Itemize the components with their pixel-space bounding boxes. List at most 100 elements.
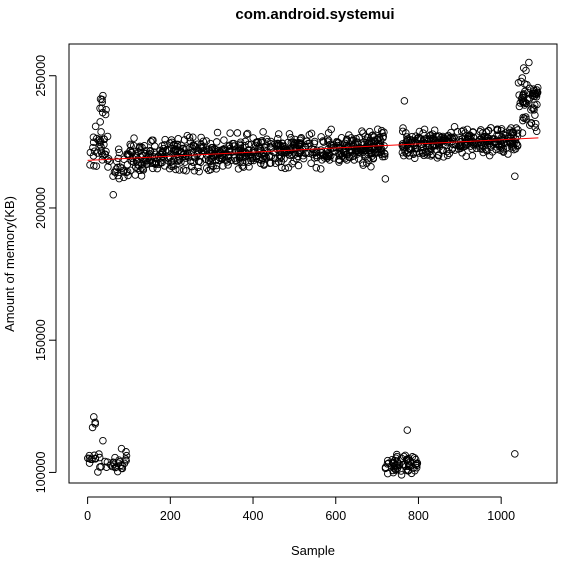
data-point	[520, 101, 529, 109]
data-point	[236, 138, 245, 146]
data-point	[118, 164, 126, 172]
data-point	[86, 161, 94, 169]
data-point	[291, 135, 299, 144]
trend-line	[87, 137, 539, 161]
data-point	[180, 136, 189, 144]
data-point	[122, 456, 130, 465]
data-point	[526, 94, 534, 102]
data-point	[234, 146, 243, 155]
data-point	[88, 423, 97, 432]
data-point	[461, 139, 469, 147]
data-point	[85, 454, 94, 463]
data-point	[190, 167, 199, 175]
data-point	[365, 156, 373, 165]
data-point	[467, 132, 475, 141]
data-point	[124, 171, 132, 180]
data-point	[101, 150, 109, 158]
data-point	[320, 154, 329, 162]
data-point	[172, 165, 180, 174]
data-point	[399, 142, 407, 150]
data-point	[317, 146, 325, 154]
data-point	[368, 149, 376, 158]
data-point	[189, 133, 197, 142]
data-point	[355, 145, 363, 153]
data-point	[243, 129, 252, 138]
data-point	[282, 147, 291, 155]
data-point	[182, 166, 190, 175]
data-point	[107, 461, 115, 469]
data-point	[289, 144, 298, 152]
data-point	[294, 152, 302, 161]
data-point	[193, 140, 202, 148]
data-point	[170, 141, 178, 149]
data-point	[355, 144, 364, 152]
data-point	[111, 463, 120, 472]
data-point	[115, 148, 124, 157]
data-point	[439, 132, 447, 141]
data-point	[278, 142, 287, 151]
data-point	[147, 137, 155, 146]
data-point	[258, 136, 266, 145]
data-point	[327, 125, 335, 134]
data-point	[400, 452, 408, 461]
data-point	[263, 135, 271, 143]
data-point	[185, 133, 194, 142]
data-point	[507, 139, 515, 148]
data-point	[527, 119, 536, 128]
data-point	[99, 91, 107, 100]
data-point	[257, 147, 265, 155]
data-point	[150, 142, 159, 150]
x-axis: 0 200 400 600 800 1000	[84, 496, 515, 523]
data-point	[484, 127, 493, 135]
data-point	[130, 134, 138, 142]
data-point	[164, 154, 172, 162]
data-point	[528, 104, 536, 112]
data-point	[343, 156, 351, 164]
data-point	[335, 156, 344, 164]
data-point	[517, 95, 526, 103]
data-point	[122, 451, 131, 460]
data-point	[112, 463, 120, 471]
data-point	[511, 450, 519, 458]
data-point	[187, 148, 195, 157]
data-point	[510, 139, 518, 148]
data-point	[195, 157, 203, 165]
data-point	[220, 136, 228, 144]
data-point	[126, 140, 134, 149]
data-point	[236, 141, 245, 150]
data-point	[153, 164, 162, 173]
data-point	[412, 139, 420, 147]
data-point	[212, 156, 220, 164]
data-point	[262, 153, 271, 162]
data-point	[347, 142, 356, 151]
data-point	[507, 124, 515, 132]
data-point	[213, 128, 222, 137]
data-point	[468, 145, 476, 153]
data-point	[439, 153, 448, 161]
data-point	[519, 116, 527, 125]
data-point	[390, 459, 398, 467]
data-point	[307, 159, 315, 167]
data-point	[161, 147, 170, 155]
data-point	[233, 129, 242, 137]
data-point	[467, 135, 475, 144]
data-point	[403, 426, 412, 434]
data-point	[389, 458, 397, 467]
x-tick-label: 200	[160, 509, 181, 523]
data-point	[95, 135, 104, 144]
data-point	[175, 146, 183, 155]
data-point	[393, 450, 401, 459]
data-point	[443, 151, 452, 160]
data-point	[230, 154, 239, 162]
data-point	[232, 156, 241, 165]
data-point	[274, 130, 283, 138]
data-point	[195, 167, 203, 176]
data-point	[310, 139, 319, 148]
data-point	[273, 134, 282, 143]
data-point	[179, 150, 188, 158]
data-point	[236, 157, 245, 166]
data-point	[519, 64, 528, 72]
data-point	[156, 158, 165, 167]
data-point	[317, 165, 325, 173]
data-point	[239, 163, 248, 171]
